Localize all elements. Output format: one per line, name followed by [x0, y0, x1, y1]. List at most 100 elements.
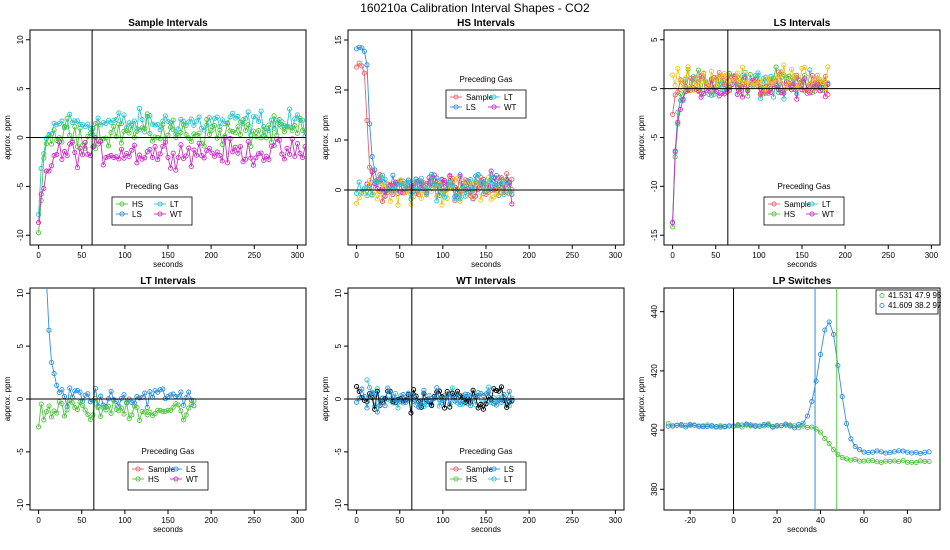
data-point — [54, 410, 60, 416]
data-point — [781, 96, 787, 102]
data-point — [796, 81, 802, 87]
data-point — [74, 165, 80, 171]
data-point — [72, 118, 78, 124]
series-line — [38, 398, 195, 427]
data-point — [374, 386, 380, 392]
data-point — [791, 86, 797, 93]
data-point — [403, 399, 409, 406]
data-point — [426, 397, 432, 403]
data-point — [43, 141, 49, 147]
data-point — [98, 393, 104, 399]
series-ls — [44, 277, 197, 410]
data-point — [367, 164, 373, 170]
data-point — [844, 421, 850, 427]
data-point — [64, 153, 70, 159]
data-point — [170, 117, 176, 123]
data-point — [369, 154, 375, 160]
data-point — [454, 175, 461, 181]
data-point — [498, 399, 505, 405]
data-point — [470, 387, 476, 393]
data-point — [878, 449, 884, 455]
data-point — [385, 181, 391, 187]
y-tick-label: 0 — [334, 187, 343, 192]
data-point — [54, 382, 60, 388]
data-point — [379, 172, 386, 178]
data-point — [364, 405, 370, 411]
data-point — [800, 423, 806, 429]
y-tick-label: 0 — [334, 396, 343, 401]
data-point — [287, 106, 293, 112]
data-point — [61, 123, 68, 129]
data-point — [44, 277, 48, 281]
legend-marker — [809, 201, 815, 207]
x-tick-label: 300 — [291, 516, 305, 525]
legend-label: WT — [170, 210, 183, 219]
data-point — [147, 147, 153, 153]
data-point — [439, 190, 445, 196]
data-point — [454, 390, 461, 396]
data-point — [721, 81, 727, 88]
data-point — [418, 195, 424, 201]
data-point — [374, 186, 380, 192]
data-point — [268, 143, 275, 149]
data-point — [100, 162, 106, 168]
data-point — [64, 115, 70, 121]
data-point — [691, 422, 697, 428]
legend-title: Preceding Gas — [778, 182, 831, 191]
data-point — [43, 409, 49, 415]
x-tick-label: 40 — [816, 516, 825, 525]
data-point — [136, 417, 143, 423]
data-point — [698, 94, 704, 100]
data-point — [379, 395, 386, 401]
data-point — [747, 71, 753, 78]
legend-title: Preceding Gas — [142, 447, 195, 456]
data-point — [170, 150, 176, 156]
data-point — [118, 121, 124, 127]
data-point — [716, 70, 722, 76]
data-point — [281, 156, 287, 162]
data-point — [812, 76, 818, 82]
data-point — [478, 197, 484, 203]
data-point — [678, 422, 684, 428]
data-point — [124, 125, 130, 131]
data-point — [493, 402, 499, 408]
x-tick-label: 250 — [248, 251, 262, 260]
x-tick-label: 100 — [118, 251, 132, 260]
legend-box — [763, 196, 845, 226]
data-point — [95, 405, 101, 411]
data-point — [281, 123, 287, 129]
data-point — [367, 177, 373, 184]
data-point — [752, 80, 758, 86]
data-point — [677, 106, 683, 112]
data-point — [786, 73, 792, 79]
data-point — [460, 401, 466, 407]
data-point — [457, 196, 463, 202]
y-tick-label: -10 — [650, 180, 659, 192]
data-point — [354, 46, 360, 52]
data-point — [121, 411, 127, 417]
data-point — [36, 230, 42, 236]
data-point — [755, 81, 761, 87]
legend-marker — [135, 466, 141, 472]
data-point — [243, 156, 249, 162]
data-point — [395, 181, 401, 187]
data-point — [147, 389, 153, 395]
data-point — [92, 121, 99, 127]
legend-box — [445, 461, 527, 491]
data-point — [108, 130, 114, 136]
data-point — [444, 388, 450, 395]
data-point — [250, 128, 256, 134]
data-point — [504, 177, 510, 183]
data-point — [237, 144, 243, 150]
data-point — [480, 191, 486, 197]
data-point — [926, 449, 932, 455]
data-point — [85, 133, 91, 139]
data-point — [111, 154, 117, 161]
x-tick-label: 200 — [204, 516, 218, 525]
data-point — [361, 48, 367, 54]
data-point — [486, 389, 492, 395]
x-tick-label: 50 — [77, 251, 86, 260]
data-point — [284, 145, 290, 151]
data-point — [426, 184, 432, 190]
